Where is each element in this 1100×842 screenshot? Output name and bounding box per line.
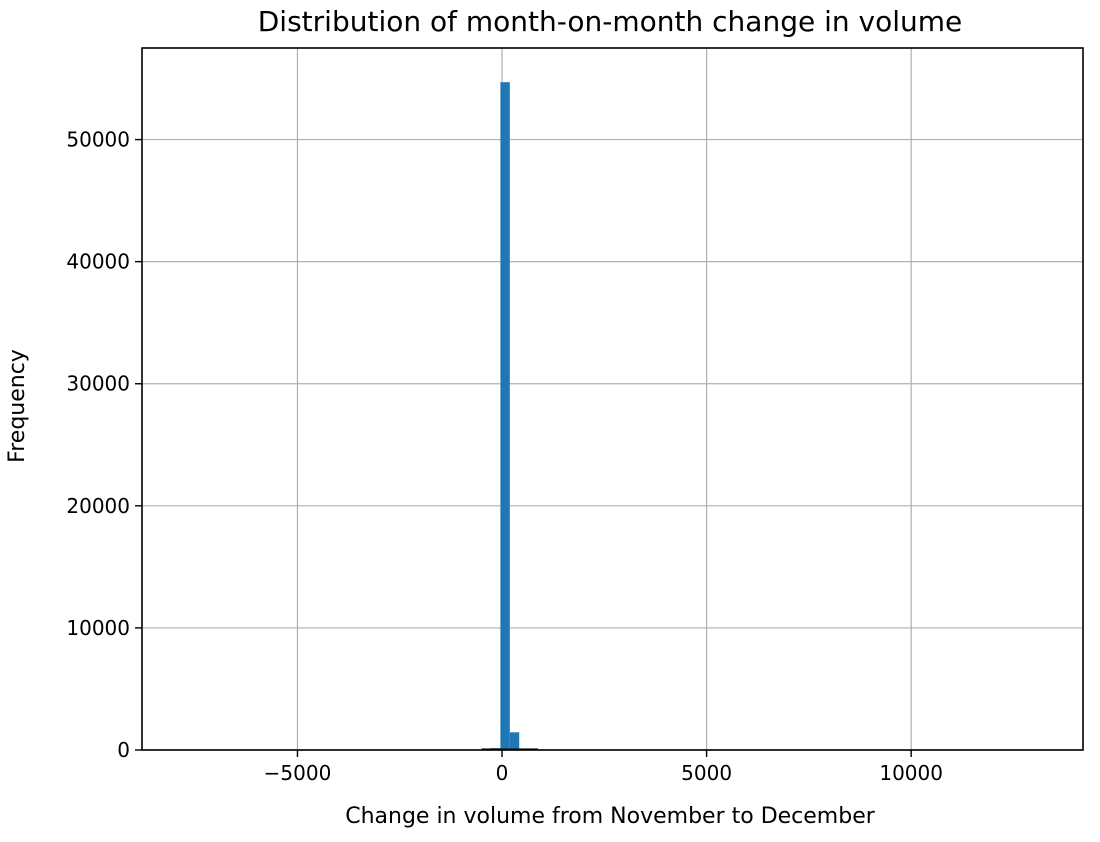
y-axis-label: Frequency	[5, 349, 30, 463]
y-tick-label: 10000	[66, 616, 130, 640]
y-tick-label: 40000	[66, 250, 130, 274]
x-tick-label: 5000	[681, 761, 732, 785]
y-tick-label: 20000	[66, 494, 130, 518]
histogram-bars	[482, 82, 538, 750]
x-axis-label: Change in volume from November to Decemb…	[345, 804, 876, 829]
x-tick-label: 0	[496, 761, 509, 785]
x-tick-label: 10000	[879, 761, 943, 785]
plot-frame	[142, 48, 1083, 750]
x-tick-label: −5000	[264, 761, 332, 785]
chart-title: Distribution of month-on-month change in…	[258, 5, 963, 38]
grid-lines	[142, 48, 1083, 750]
histogram-bar	[500, 82, 509, 750]
y-tick-label: 50000	[66, 128, 130, 152]
y-tick-label: 30000	[66, 372, 130, 396]
histogram-bar	[510, 732, 519, 750]
y-tick-label: 0	[117, 738, 130, 762]
